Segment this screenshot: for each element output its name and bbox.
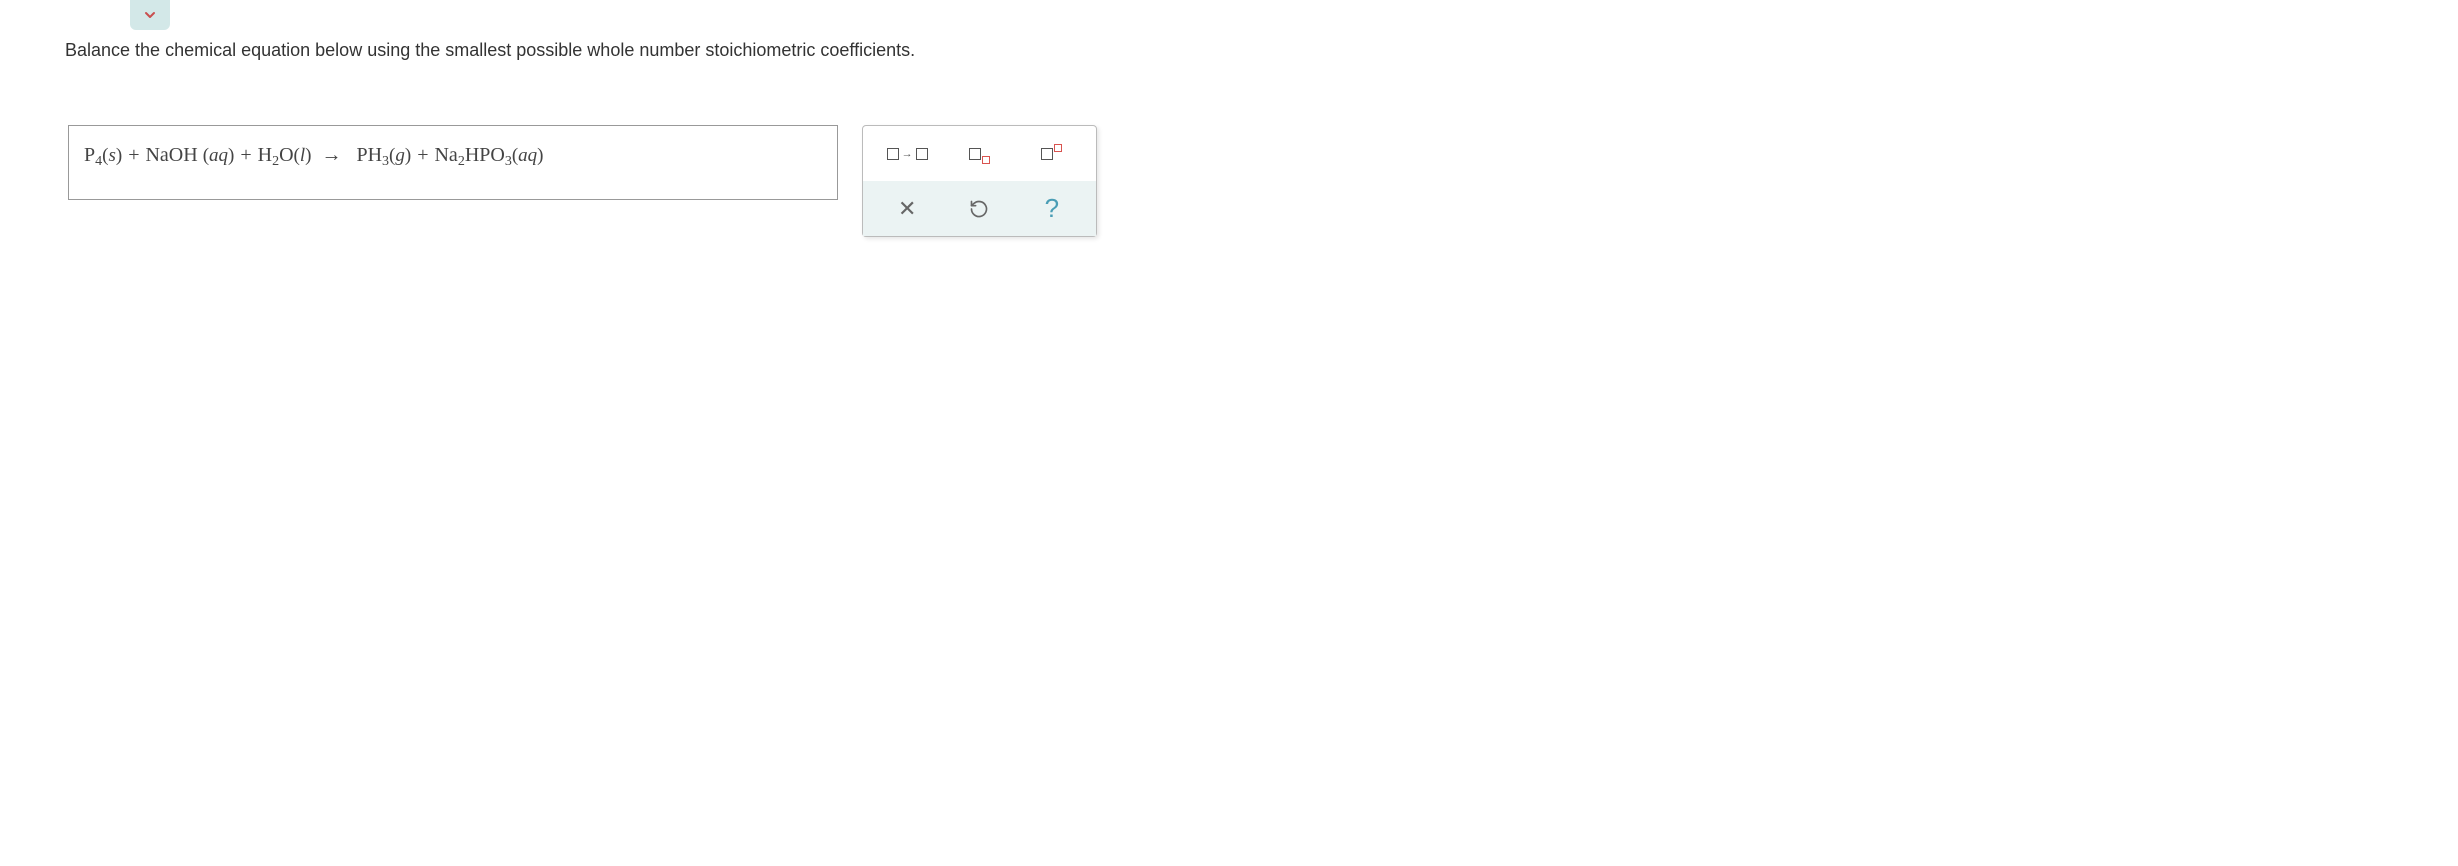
clear-button[interactable]: ✕ xyxy=(882,189,932,229)
toolbox-row-actions: ✕ ? xyxy=(863,181,1096,236)
help-icon: ? xyxy=(1045,193,1059,224)
equation-toolbox: → ✕ ? xyxy=(862,125,1097,237)
superscript-template-button[interactable] xyxy=(1027,134,1077,174)
undo-icon xyxy=(969,199,989,219)
chemical-equation: P4(s) + NaOH (aq) + H2O(l) → PH3(g) + Na… xyxy=(84,144,543,167)
subscript-template-button[interactable] xyxy=(954,134,1004,174)
superscript-icon xyxy=(1041,148,1062,160)
x-icon: ✕ xyxy=(898,196,916,222)
expand-chevron-tab[interactable] xyxy=(130,0,170,30)
reaction-arrow-icon: → xyxy=(887,148,928,160)
question-prompt: Balance the chemical equation below usin… xyxy=(65,40,915,61)
toolbox-row-templates: → xyxy=(863,126,1096,181)
subscript-icon xyxy=(969,148,990,160)
chevron-down-icon xyxy=(142,7,158,23)
reaction-arrow-template-button[interactable]: → xyxy=(882,134,932,174)
equation-input-box[interactable]: P4(s) + NaOH (aq) + H2O(l) → PH3(g) + Na… xyxy=(68,125,838,200)
help-button[interactable]: ? xyxy=(1027,189,1077,229)
reset-button[interactable] xyxy=(954,189,1004,229)
